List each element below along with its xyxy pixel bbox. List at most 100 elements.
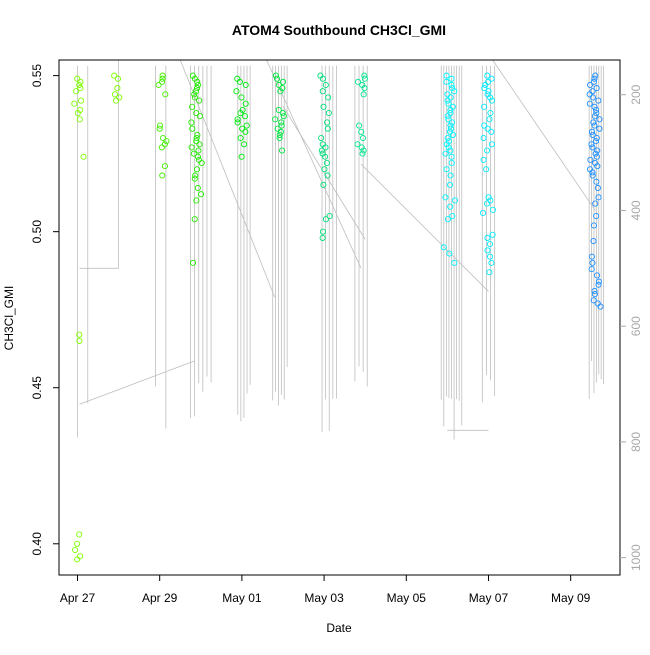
- data-point: [447, 94, 454, 101]
- data-point: [321, 166, 328, 173]
- data-point: [193, 110, 200, 117]
- data-point: [278, 147, 286, 154]
- data-point: [358, 128, 365, 135]
- data-point: [319, 228, 326, 235]
- y-tick-label: 0.55: [30, 64, 44, 88]
- data-point: [591, 75, 598, 82]
- data-point: [586, 91, 593, 98]
- data-point: [195, 81, 202, 89]
- data-point: [479, 209, 487, 216]
- data-point: [322, 216, 329, 223]
- data-point: [161, 163, 168, 170]
- data-point: [242, 100, 249, 107]
- data-point: [487, 110, 494, 117]
- data-point: [277, 88, 284, 95]
- data-point: [161, 141, 168, 148]
- data-point: [234, 116, 241, 123]
- data-point: [241, 141, 248, 148]
- data-point: [237, 110, 244, 117]
- data-point: [484, 125, 491, 132]
- data-point: [359, 134, 366, 142]
- data-point: [111, 91, 119, 98]
- data-point: [447, 125, 454, 132]
- data-point: [484, 247, 491, 254]
- data-point: [481, 85, 488, 92]
- data-point: [324, 125, 331, 132]
- data-point: [278, 119, 285, 126]
- x-tick-label: Apr 29: [142, 591, 178, 605]
- data-point: [74, 540, 81, 547]
- x-tick-label: Apr 27: [60, 591, 96, 605]
- data-point: [194, 78, 201, 85]
- data-point: [196, 141, 203, 148]
- data-point: [591, 103, 598, 110]
- data-point: [482, 81, 489, 89]
- data-point: [595, 194, 602, 201]
- data-point: [234, 119, 241, 126]
- data-point: [451, 88, 458, 95]
- data-point: [192, 172, 199, 179]
- data-point: [196, 113, 203, 120]
- data-point: [443, 78, 450, 85]
- y-tick-label: 0.45: [30, 376, 44, 400]
- data-point: [275, 81, 282, 89]
- data-point: [591, 113, 598, 120]
- data-point: [159, 72, 166, 79]
- data-point: [111, 72, 118, 79]
- data-point: [274, 125, 281, 132]
- data-point: [237, 134, 244, 142]
- y2-tick-label: 600: [629, 316, 643, 336]
- data-point: [590, 237, 597, 245]
- data-point: [361, 72, 368, 79]
- data-point: [323, 159, 330, 167]
- data-point: [279, 110, 286, 117]
- data-point: [594, 147, 601, 154]
- data-point: [588, 141, 595, 148]
- data-point: [354, 78, 362, 85]
- data-point: [449, 131, 457, 138]
- data-point: [76, 81, 83, 89]
- data-point: [76, 337, 83, 344]
- data-point: [443, 72, 450, 79]
- data-point: [188, 119, 195, 126]
- data-point: [159, 134, 167, 142]
- data-point: [189, 125, 196, 132]
- data-point: [76, 331, 83, 338]
- data-point: [159, 172, 166, 179]
- data-point: [80, 153, 87, 160]
- data-point: [593, 85, 600, 92]
- data-point: [193, 134, 200, 142]
- data-point: [444, 113, 451, 120]
- data-point: [485, 88, 492, 95]
- data-point: [191, 175, 198, 182]
- axes-layer: Apr 27 Apr 29 May 01 May 03 May 05 May 07 May …: [30, 64, 643, 605]
- data-point: [279, 78, 287, 85]
- data-point: [155, 81, 162, 89]
- data-point: [586, 100, 593, 107]
- data-point: [74, 110, 81, 117]
- data-point: [593, 134, 600, 142]
- data-point: [590, 222, 598, 229]
- data-point: [193, 166, 201, 173]
- data-point: [189, 72, 196, 79]
- data-point: [241, 113, 248, 120]
- altitude-connector-line: [360, 163, 489, 292]
- data-point: [487, 253, 494, 260]
- data-point: [318, 147, 325, 154]
- data-point: [238, 153, 245, 160]
- data-point: [236, 78, 243, 85]
- data-point: [480, 156, 487, 163]
- data-point: [193, 138, 200, 145]
- data-point: [360, 91, 367, 98]
- data-point: [163, 138, 170, 145]
- data-point: [593, 106, 600, 113]
- data-point: [360, 147, 367, 154]
- data-point: [442, 150, 449, 157]
- data-point: [587, 156, 594, 163]
- data-point: [320, 103, 327, 110]
- data-point: [192, 88, 200, 95]
- data-point: [445, 144, 452, 151]
- data-point: [275, 106, 282, 113]
- data-point: [445, 100, 452, 107]
- data-point: [481, 103, 488, 110]
